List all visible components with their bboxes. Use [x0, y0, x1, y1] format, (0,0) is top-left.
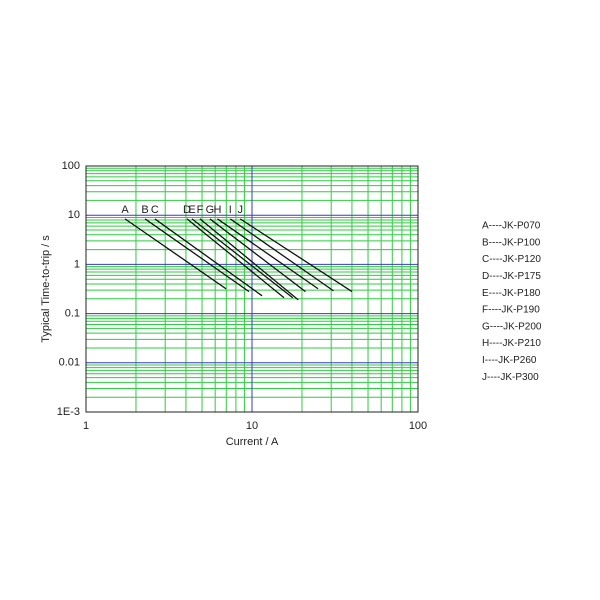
legend-label: B----JK-P100 [482, 237, 541, 248]
series-line [186, 218, 285, 299]
plot-border [85, 165, 419, 413]
x-tick-label: 1 [83, 420, 89, 432]
x-axis-title: Current / A [226, 436, 279, 448]
legend-label: D----JK-P175 [482, 271, 541, 282]
series-label: J [238, 204, 244, 216]
y-tick-label: 1E-3 [57, 406, 80, 418]
series-label: A [121, 204, 129, 216]
y-tick-label: 0.1 [65, 308, 80, 320]
y-axis-title: Typical Time-to-trip / s [40, 235, 52, 343]
y-tick-label: 0.01 [59, 357, 80, 369]
series-label: G [206, 204, 215, 216]
x-tick-label: 10 [246, 420, 258, 432]
legend-label: G----JK-P200 [482, 321, 542, 332]
series-line [209, 218, 306, 293]
series-line [199, 218, 299, 301]
legend-label: H----JK-P210 [482, 338, 541, 349]
series-label: E [188, 204, 195, 216]
series-label: I [229, 204, 232, 216]
legend-label: C----JK-P120 [482, 254, 541, 265]
series-label: D [183, 204, 191, 216]
series-line [239, 218, 353, 293]
series-label: F [197, 204, 204, 216]
legend-label: E----JK-P180 [482, 288, 541, 299]
y-tick-label: 10 [68, 209, 80, 221]
series-line [191, 218, 294, 299]
series-line [144, 218, 250, 293]
series-line [124, 218, 227, 290]
legend-label: A----JK-P070 [482, 221, 541, 232]
series-label: C [151, 204, 159, 216]
series-line [229, 218, 334, 292]
series-label: B [141, 204, 148, 216]
series-line [217, 218, 319, 290]
legend-label: I----JK-P260 [482, 355, 537, 366]
x-tick-label: 100 [409, 420, 427, 432]
legend-label: J----JK-P300 [482, 372, 539, 383]
series-label: H [214, 204, 222, 216]
series-line [154, 218, 263, 297]
y-tick-label: 100 [62, 160, 80, 172]
legend-label: F----JK-P190 [482, 305, 540, 316]
y-tick-label: 1 [74, 258, 80, 270]
